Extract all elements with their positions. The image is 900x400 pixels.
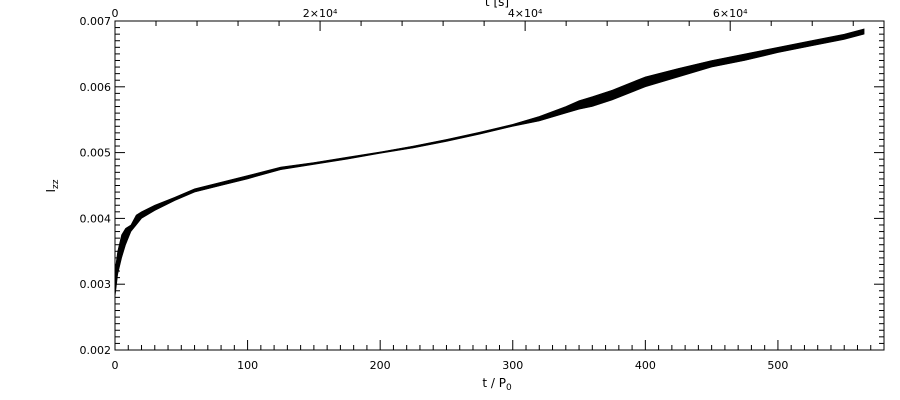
top-axis-label: t [s] — [485, 0, 509, 9]
series-band — [114, 28, 865, 298]
x2-tick-label: 4×10⁴ — [508, 7, 543, 20]
x2-tick-label: 6×10⁴ — [713, 7, 748, 20]
y-tick-label: 0.004 — [80, 212, 112, 225]
x-axis-label: t / P0 — [482, 376, 512, 393]
x-axis-label-subscript: 0 — [506, 383, 512, 393]
y-axis-label-subscript: zz — [51, 179, 61, 189]
y-tick-label: 0.005 — [80, 147, 112, 160]
plot-frame — [114, 20, 885, 351]
y-tick-label: 0.003 — [80, 278, 112, 291]
x-tick-label: 400 — [635, 359, 656, 372]
y-tick-label: 0.002 — [80, 344, 112, 357]
x-tick-label: 100 — [237, 359, 258, 372]
y-axis-label: Izz — [44, 179, 61, 192]
x-tick-label: 0 — [112, 359, 119, 372]
x-tick-label: 200 — [370, 359, 391, 372]
x-tick-label: 500 — [767, 359, 788, 372]
ticks-group — [114, 20, 885, 351]
x2-tick-label: 2×10⁴ — [303, 7, 338, 20]
x2-tick-label: 0 — [112, 7, 119, 20]
y-tick-label: 0.007 — [80, 15, 112, 28]
x-tick-label: 300 — [502, 359, 523, 372]
plot-area-border — [114, 20, 885, 351]
y-tick-label: 0.006 — [80, 81, 112, 94]
tick-labels-group: 0 100 200 300 400 500 0 2×10⁴ 4×10⁴ 6×10⁴ 0.002 0.0… — [80, 7, 789, 372]
data-band-group — [114, 28, 865, 298]
